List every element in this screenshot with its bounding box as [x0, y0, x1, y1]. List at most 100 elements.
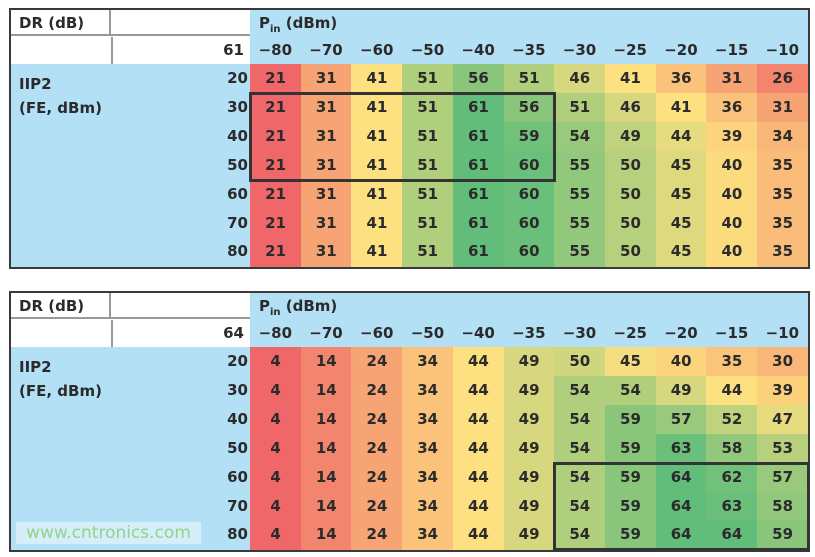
- heatmap-cell: 31: [300, 237, 352, 267]
- heatmap-cell: 30: [757, 347, 809, 377]
- heatmap-cell: 31: [300, 64, 352, 94]
- heatmap-cell: 34: [402, 520, 454, 550]
- heatmap-cell: 54: [554, 491, 606, 521]
- heatmap-cell: 41: [351, 208, 403, 238]
- heatmap-cell: 21: [250, 150, 302, 181]
- heatmap-cell: 21: [250, 179, 302, 209]
- column-header: −30: [562, 324, 597, 342]
- heatmap-cell: 54: [554, 433, 606, 464]
- heatmap-cell: 21: [250, 64, 302, 94]
- heatmap-cell: 60: [503, 208, 555, 238]
- heatmap-cell: 52: [706, 404, 758, 435]
- heatmap-cell: 60: [503, 237, 555, 267]
- heatmap-cell: 35: [757, 208, 809, 238]
- heatmap-cell: 41: [655, 92, 707, 123]
- heatmap-cell: 24: [351, 520, 403, 550]
- heatmap-cell: 24: [351, 404, 403, 435]
- heatmap-cell: 49: [503, 433, 555, 464]
- heatmap-cell: 44: [655, 121, 707, 152]
- pin-label: Pin (dBm): [259, 12, 337, 41]
- heatmap-cell: 21: [250, 121, 302, 152]
- heatmap-cell: 55: [554, 150, 606, 181]
- row-header: 30: [227, 380, 248, 399]
- heatmap-cell: 36: [706, 92, 758, 123]
- heatmap-cell: 41: [604, 64, 657, 94]
- heatmap-cell: 53: [757, 433, 809, 464]
- row-header: 70: [227, 496, 248, 515]
- pin-label-sub: in: [270, 24, 281, 35]
- dr-label: DR (dB): [11, 293, 111, 319]
- heatmap-cell: 31: [300, 208, 352, 238]
- heatmap-cell: 57: [757, 462, 809, 492]
- heatmap-cell: 49: [503, 375, 555, 406]
- heatmap-cell: 4: [250, 520, 302, 550]
- heatmap-cell: 54: [554, 121, 606, 152]
- heatmap-cell: 63: [706, 491, 758, 521]
- heatmap-cell: 61: [452, 179, 504, 209]
- heatmap-cell: 62: [706, 462, 758, 492]
- heatmap-cell: 14: [300, 520, 352, 550]
- heatmap-cell: 34: [402, 491, 454, 521]
- heatmap-cell: 51: [402, 64, 454, 94]
- heatmap-cell: 59: [503, 121, 555, 152]
- column-header: −25: [613, 324, 647, 342]
- heatmap-cell: 35: [757, 179, 809, 209]
- dr-value: 61: [223, 41, 244, 59]
- heatmap-cell: 24: [351, 491, 403, 521]
- heatmap-cell: 14: [300, 404, 352, 435]
- heatmap-cell: 51: [402, 121, 454, 152]
- heatmap-cell: 46: [554, 64, 606, 94]
- heatmap-cell: 34: [402, 375, 454, 406]
- column-header: −20: [664, 41, 698, 59]
- heatmap-cell: 44: [452, 520, 504, 550]
- heatmap-cell: 47: [757, 404, 809, 435]
- heatmap-cell: 58: [706, 433, 758, 464]
- heatmap-cell: 54: [554, 462, 606, 492]
- heatmap-cell: 51: [402, 92, 454, 123]
- column-header: −10: [765, 41, 800, 59]
- heatmap-cell: 61: [452, 208, 504, 238]
- heatmap-cell: 54: [554, 520, 606, 550]
- heatmap-cell: 56: [503, 92, 555, 123]
- heatmap-cell: 21: [250, 92, 302, 123]
- column-header: −35: [512, 324, 546, 342]
- heatmap-cell: 54: [604, 375, 657, 406]
- heatmap-cell: 45: [655, 208, 707, 238]
- column-header: −60: [360, 41, 394, 59]
- row-header: 20: [227, 352, 248, 370]
- column-header: −60: [360, 324, 394, 342]
- heatmap-cell: 41: [351, 237, 403, 267]
- row-header: 50: [227, 438, 248, 457]
- heatmap-cell: 31: [300, 92, 352, 123]
- heatmap-cell: 24: [351, 347, 403, 377]
- heatmap-cell: 64: [655, 520, 707, 550]
- heatmap-cell: 44: [452, 347, 504, 377]
- heatmap-cell: 31: [757, 92, 809, 123]
- heatmap-cell: 49: [655, 375, 707, 406]
- heatmap-cell: 14: [300, 347, 352, 377]
- heatmap-cell: 39: [757, 375, 809, 406]
- heatmap-cell: 4: [250, 491, 302, 521]
- heatmap-cell: 64: [655, 462, 707, 492]
- dr-value: 64: [223, 324, 244, 342]
- column-header: −50: [410, 41, 445, 59]
- heatmap-cell: 64: [655, 491, 707, 521]
- heatmap-cell: 57: [655, 404, 707, 435]
- column-header: −50: [410, 324, 445, 342]
- heatmap-cell: 50: [604, 208, 657, 238]
- watermark: www.cntronics.com: [16, 522, 201, 544]
- column-header: −25: [613, 41, 647, 59]
- row-axis-label-line: IIP2: [19, 75, 52, 93]
- row-header: 60: [227, 184, 248, 203]
- row-header: 60: [227, 467, 248, 486]
- heatmap-cell: 21: [250, 208, 302, 238]
- heatmap-cell: 59: [604, 462, 657, 492]
- heatmap-cell: 49: [604, 121, 657, 152]
- heatmap-cell: 61: [452, 150, 504, 181]
- heatmap-cell: 44: [452, 433, 504, 464]
- heatmap-cell: 4: [250, 404, 302, 435]
- heatmap-cell: 4: [250, 462, 302, 492]
- heatmap-cell: 50: [604, 150, 657, 181]
- pin-label: Pin (dBm): [259, 295, 337, 324]
- heatmap-cell: 31: [300, 150, 352, 181]
